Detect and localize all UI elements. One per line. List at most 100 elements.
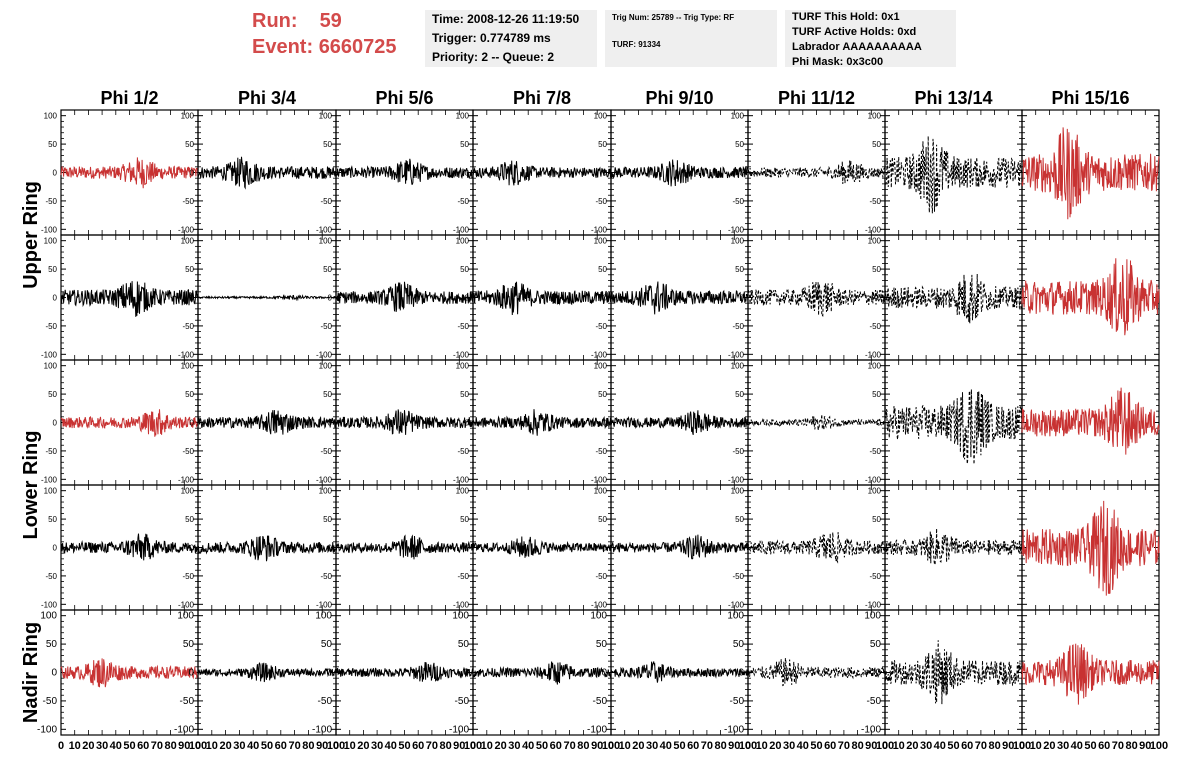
run-value: 59 (319, 10, 342, 32)
y-tick-label: 0 (463, 668, 469, 679)
turf-this-hold-text: TURF This Hold: 0x1 (792, 11, 900, 23)
x-tick-label: 40 (522, 740, 534, 752)
x-tick-label: 10 (206, 740, 218, 752)
x-tick-label: 60 (824, 740, 836, 752)
y-tick-label: -100 (178, 600, 195, 609)
x-tick-label: 70 (838, 740, 850, 752)
waveform-trace (884, 640, 1023, 705)
y-tick-label: 50 (321, 639, 333, 650)
y-tick-label: -100 (316, 350, 333, 359)
y-tick-label: 50 (872, 140, 881, 149)
y-tick-label: 0 (603, 419, 608, 428)
y-tick-label: 0 (53, 169, 58, 178)
x-tick-label: 80 (577, 740, 589, 752)
y-tick-label: 50 (48, 265, 57, 274)
column-title: Phi 1/2 (100, 88, 158, 108)
y-tick-label: -50 (182, 197, 194, 206)
y-tick-label: -50 (45, 197, 57, 206)
y-tick-label: 100 (731, 487, 745, 496)
y-tick-label: -100 (316, 600, 333, 609)
x-tick-label: 90 (178, 740, 190, 752)
waveform-trace (747, 282, 886, 317)
waveform-trace (197, 535, 337, 562)
y-tick-label: -100 (41, 475, 58, 484)
waveform-trace (884, 136, 1023, 214)
y-tick-label: -50 (320, 572, 332, 581)
x-tick-label: 100 (189, 740, 207, 752)
x-tick-label: 30 (1057, 740, 1069, 752)
y-tick-label: 100 (594, 487, 608, 496)
x-tick-label: 70 (563, 740, 575, 752)
y-tick-label: 0 (877, 544, 882, 553)
event-value: 6660725 (318, 36, 397, 58)
y-tick-label: 0 (877, 169, 882, 178)
x-tick-label: 0 (470, 740, 476, 752)
y-tick-label: -100 (453, 350, 470, 359)
y-tick-label: -100 (178, 475, 195, 484)
x-tick-label: 60 (961, 740, 973, 752)
column-title: Phi 7/8 (513, 88, 571, 108)
y-tick-label: -100 (587, 724, 607, 735)
y-tick-label: 0 (740, 544, 745, 553)
y-tick-label: -50 (320, 447, 332, 456)
y-tick-label: 100 (864, 611, 881, 622)
waveform-trace (335, 661, 474, 682)
waveform-trace (197, 294, 337, 302)
y-tick-label: -100 (591, 600, 608, 609)
y-tick-label: 50 (870, 639, 882, 650)
x-tick-label: 100 (1013, 740, 1031, 752)
waveform-trace (1021, 387, 1160, 455)
y-tick-label: -100 (728, 475, 745, 484)
y-tick-label: 0 (328, 419, 333, 428)
waveform-trace (472, 160, 612, 186)
y-tick-label: 0 (465, 419, 470, 428)
y-tick-label: -100 (453, 225, 470, 234)
y-tick-label: -50 (43, 696, 58, 707)
y-tick-label: -100 (861, 724, 881, 735)
y-tick-label: -100 (178, 350, 195, 359)
y-tick-label: -50 (320, 322, 332, 331)
y-tick-label: 100 (315, 611, 332, 622)
y-tick-label: 100 (594, 112, 608, 121)
x-tick-label: 50 (123, 740, 135, 752)
waveform-trace (472, 281, 612, 316)
x-tick-label: 90 (453, 740, 465, 752)
y-tick-label: -50 (182, 322, 194, 331)
y-tick-label: -50 (457, 572, 469, 581)
y-tick-label: 100 (868, 362, 882, 371)
x-tick-label: 100 (1150, 740, 1168, 752)
y-tick-label: -50 (45, 572, 57, 581)
y-tick-label: -50 (455, 696, 470, 707)
waveform-trace (884, 528, 1023, 566)
y-tick-label: 0 (465, 544, 470, 553)
x-tick-label: 90 (1002, 740, 1014, 752)
y-tick-label: -100 (449, 724, 469, 735)
x-tick-label: 40 (1071, 740, 1083, 752)
time-info-panel: Time: 2008-12-26 11:19:50 Trigger: 0.774… (425, 10, 597, 67)
y-tick-label: -100 (865, 350, 882, 359)
column-title: Phi 5/6 (375, 88, 433, 108)
waveform-trace (472, 661, 612, 685)
x-tick-label: 40 (110, 740, 122, 752)
y-tick-label: 100 (594, 362, 608, 371)
waveform-trace (472, 536, 612, 558)
x-tick-label: 0 (1019, 740, 1025, 752)
x-tick-label: 50 (673, 740, 685, 752)
x-tick-label: 20 (494, 740, 506, 752)
y-tick-label: -100 (453, 600, 470, 609)
y-tick-label: 50 (598, 390, 607, 399)
y-tick-label: 0 (465, 169, 470, 178)
y-tick-label: -50 (457, 447, 469, 456)
y-tick-label: -50 (457, 197, 469, 206)
waveform-trace (747, 658, 886, 687)
y-tick-label: 0 (53, 544, 58, 553)
x-tick-label: 70 (701, 740, 713, 752)
y-tick-label: -50 (730, 696, 745, 707)
y-tick-label: -100 (312, 724, 332, 735)
x-tick-label: 100 (602, 740, 620, 752)
event-label: Event: (252, 36, 314, 58)
x-tick-label: 50 (398, 740, 410, 752)
y-tick-label: -50 (45, 322, 57, 331)
y-tick-label: 50 (48, 515, 57, 524)
y-tick-label: 50 (323, 140, 332, 149)
